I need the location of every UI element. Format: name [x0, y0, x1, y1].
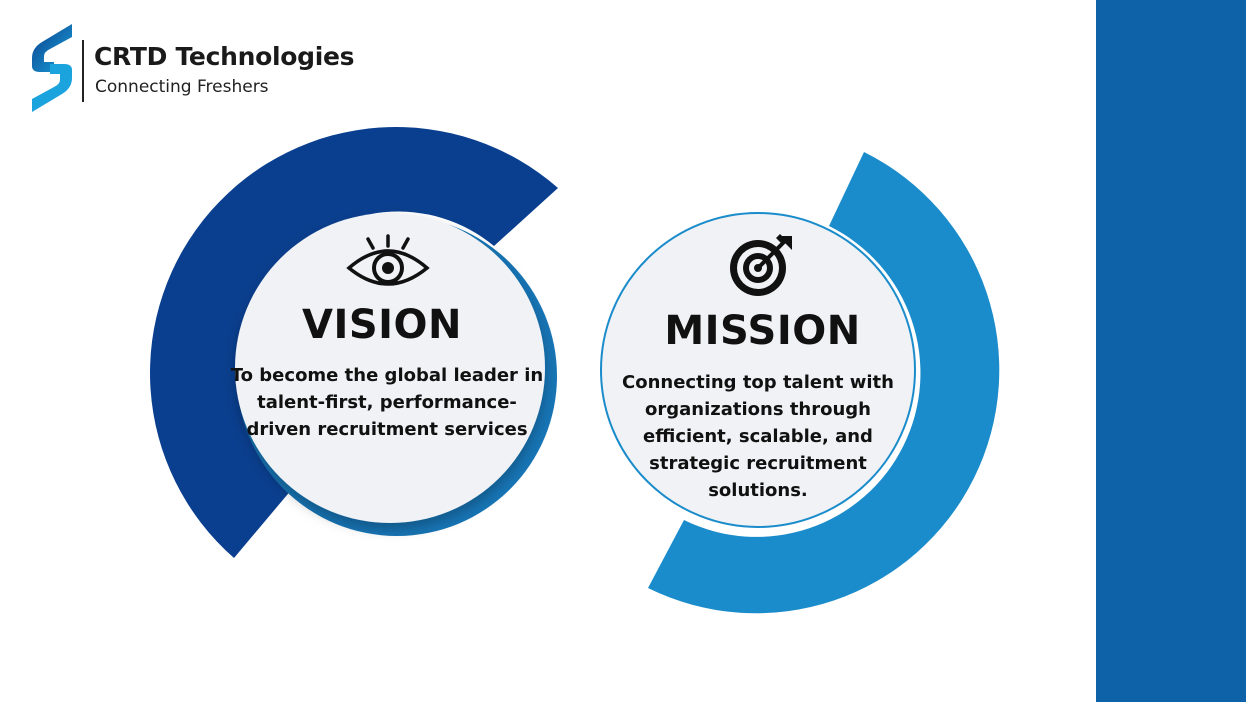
- logo-divider: [82, 40, 84, 102]
- target-icon: [730, 234, 792, 296]
- mission-circle: [600, 212, 916, 528]
- vision-text: To become the global leader in talent-fi…: [230, 365, 544, 440]
- crtd-logo-icon: [32, 24, 72, 112]
- vision-circle: [235, 213, 545, 523]
- vision-mission-graphic: [150, 127, 1000, 614]
- right-edge-strip: [1246, 0, 1258, 702]
- brand-tagline: Connecting Freshers: [95, 77, 269, 97]
- vision-title: VISION: [301, 302, 462, 348]
- eye-icon: [346, 234, 430, 286]
- side-color-band: [1096, 0, 1246, 702]
- mission-title: MISSION: [664, 308, 861, 354]
- brand-name: CRTD Technologies: [94, 42, 355, 71]
- vision-arc: [150, 127, 558, 558]
- mission-text: Connecting top talent with organizations…: [622, 372, 894, 501]
- mission-arc: [648, 152, 1000, 614]
